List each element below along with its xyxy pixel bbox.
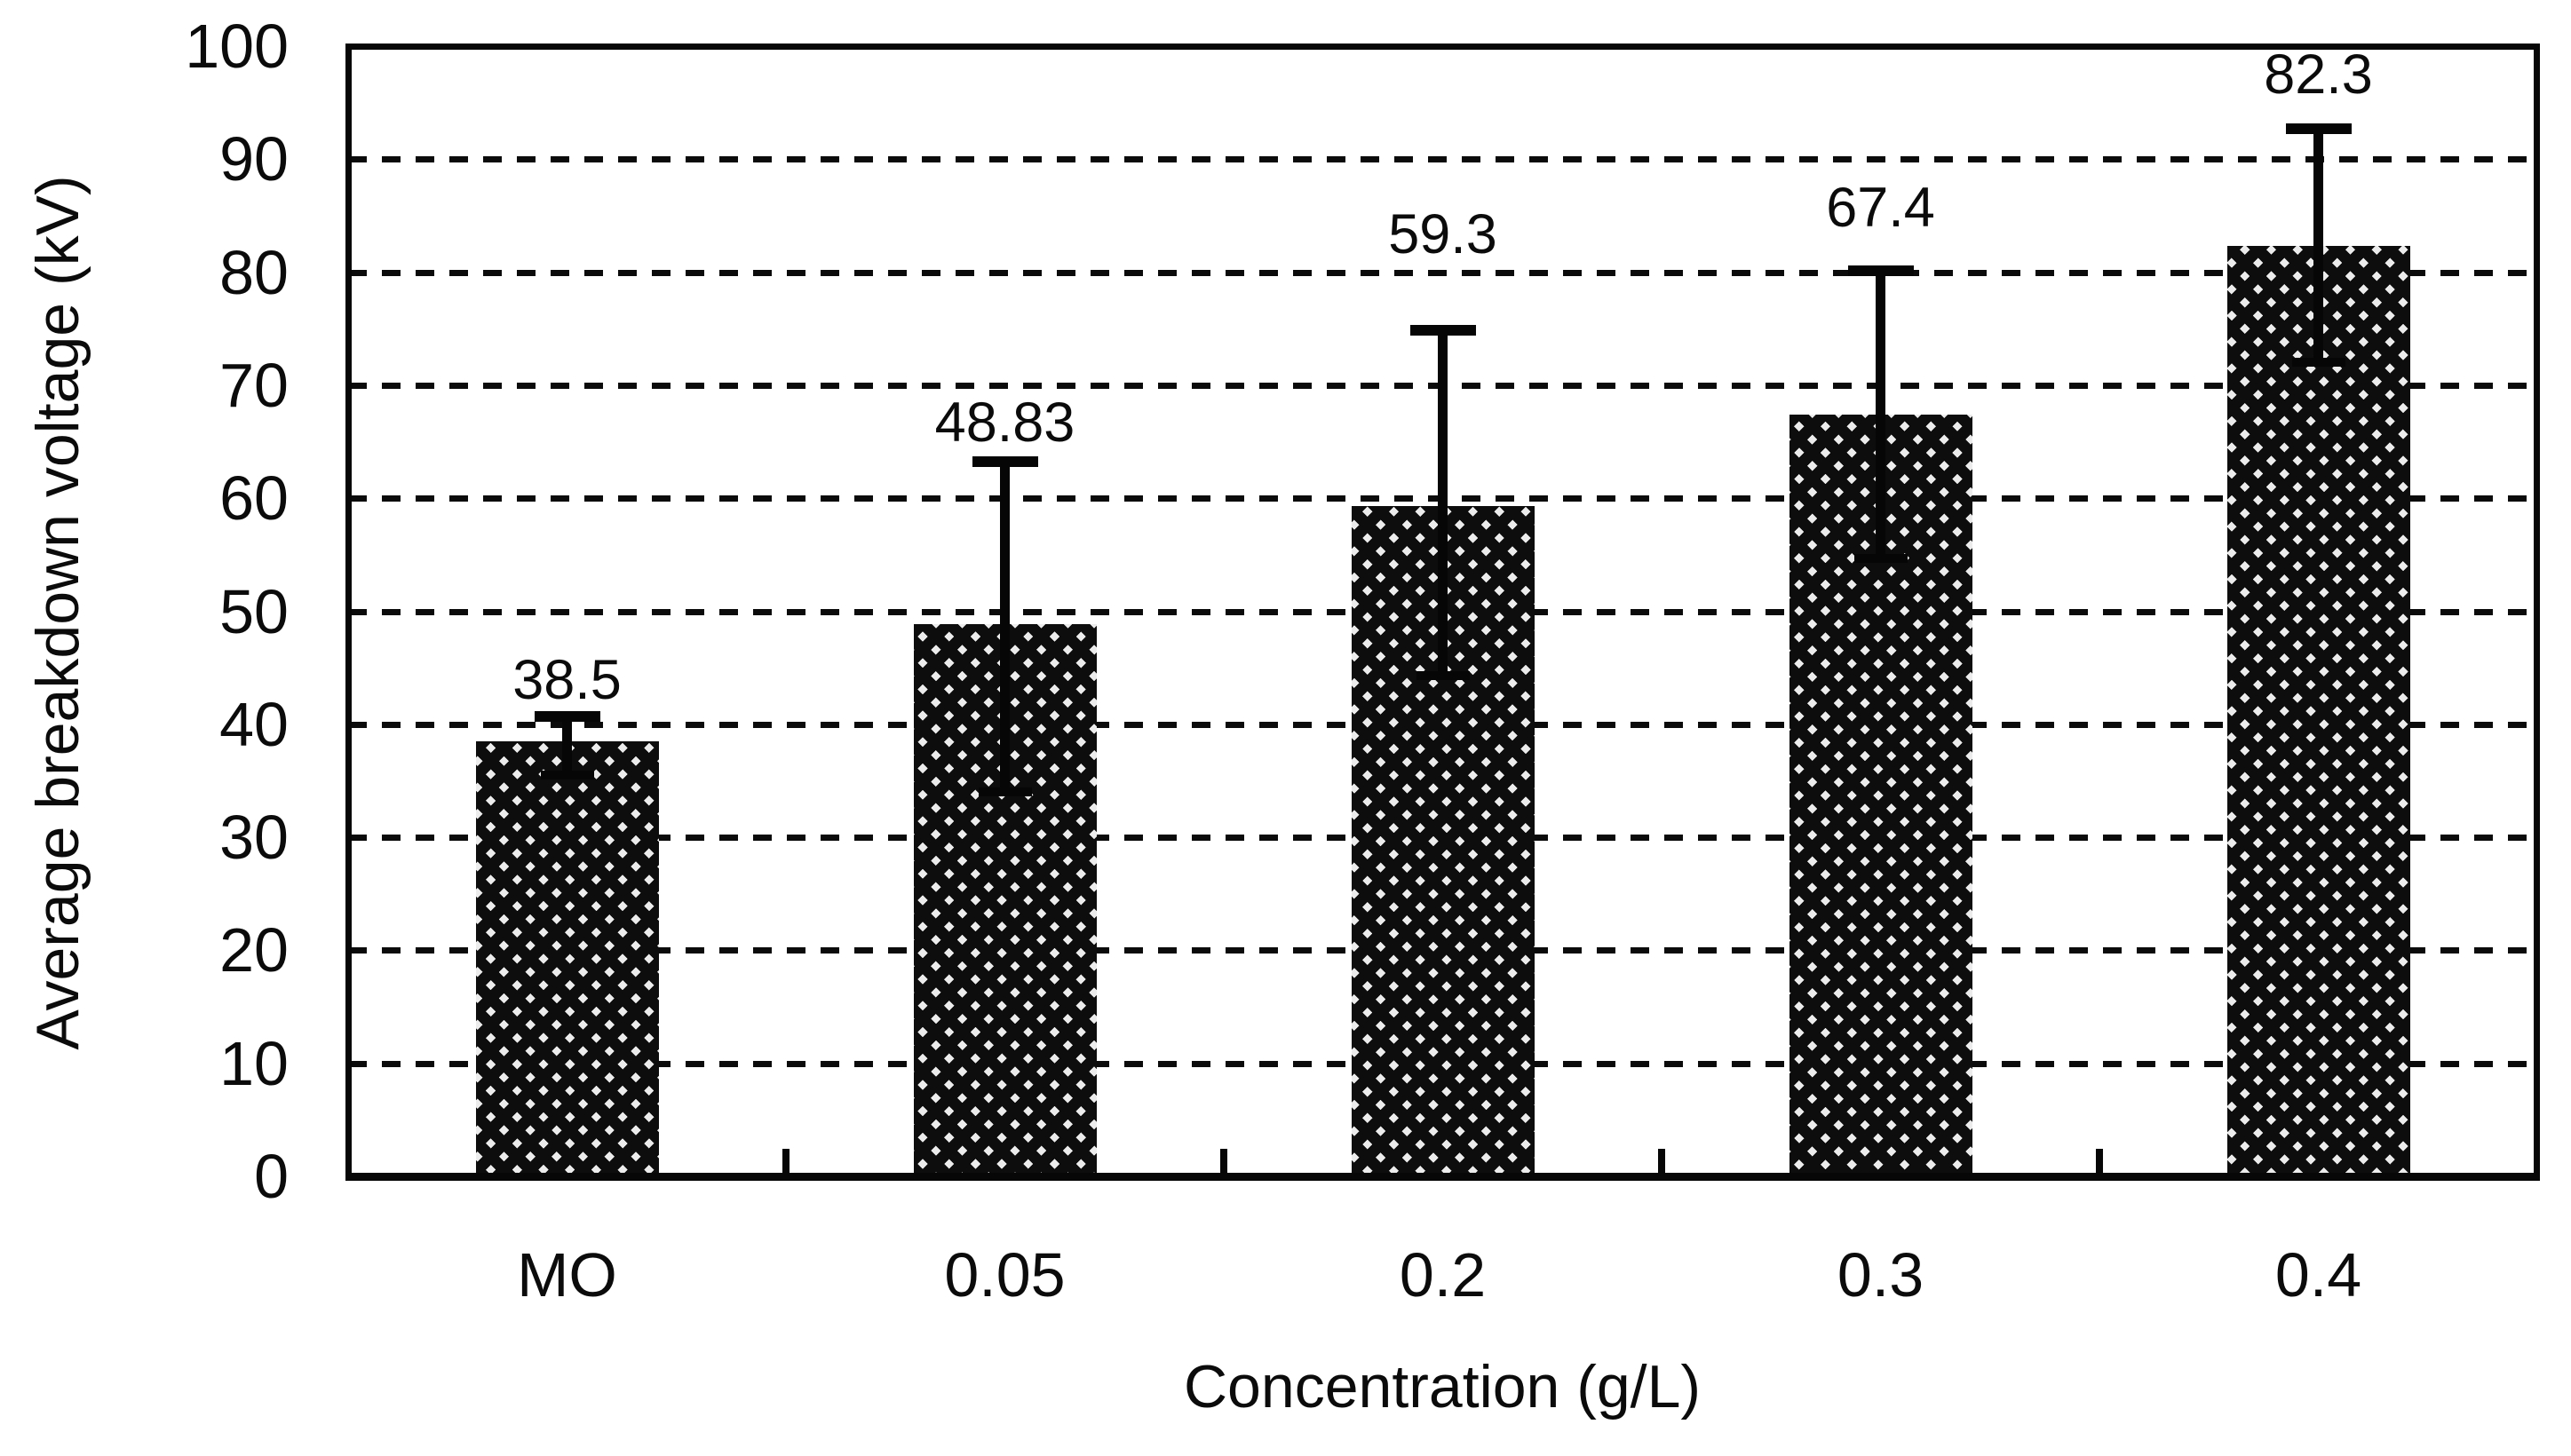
y-tick-label-0: 0 — [254, 1142, 289, 1211]
error-cap-bottom-MO — [540, 771, 594, 780]
bar-value-label-0.05: 48.83 — [934, 392, 1075, 455]
error-cap-top-0.4 — [2285, 123, 2352, 134]
x-axis-line — [345, 1173, 2540, 1181]
bar-0.4 — [2226, 246, 2410, 1176]
error-cap-bottom-0.3 — [1853, 553, 1908, 563]
x-tick-label-0.2: 0.2 — [1399, 1240, 1487, 1310]
y-tick-label-10: 10 — [219, 1028, 289, 1098]
y-tick-label-90: 90 — [219, 124, 289, 194]
y-tick-label-20: 20 — [219, 915, 289, 985]
y-tick-label-40: 40 — [219, 689, 289, 759]
error-cap-bottom-0.4 — [2291, 358, 2345, 368]
plot-border-top — [345, 44, 2540, 50]
error-bar-0.05 — [1000, 462, 1010, 793]
x-tick-label-MO: MO — [517, 1240, 617, 1310]
y-tick-label-80: 80 — [219, 237, 289, 307]
error-bar-0.3 — [1876, 271, 1885, 558]
error-cap-top-0.2 — [1409, 324, 1476, 336]
y-axis-title: Average breakdown voltage (kV) — [24, 175, 91, 1050]
x-tick-label-0.3: 0.3 — [1837, 1240, 1924, 1310]
error-bar-0.4 — [2313, 128, 2323, 363]
bar-value-label-MO: 38.5 — [512, 648, 622, 711]
gridline-90 — [348, 156, 2537, 163]
x-axis-title: Concentration (g/L) — [1183, 1353, 1702, 1420]
y-tick-label-60: 60 — [219, 463, 289, 534]
bar-MO — [475, 740, 659, 1176]
error-bar-MO — [562, 716, 572, 776]
x-axis-boundary-tick — [1658, 1149, 1665, 1173]
y-axis-line — [345, 44, 352, 1179]
error-cap-top-0.05 — [972, 456, 1038, 468]
plot-border-right — [2534, 44, 2540, 1179]
error-cap-bottom-0.2 — [1416, 671, 1470, 681]
gridline-80 — [348, 269, 2537, 276]
x-axis-boundary-tick — [1220, 1149, 1227, 1173]
bar-value-label-0.2: 59.3 — [1388, 202, 1497, 265]
y-tick-label-50: 50 — [219, 576, 289, 646]
x-tick-label-0.05: 0.05 — [944, 1240, 1066, 1310]
y-tick-label-70: 70 — [219, 350, 289, 420]
error-cap-top-MO — [534, 710, 600, 722]
x-tick-label-0.4: 0.4 — [2274, 1240, 2362, 1310]
x-axis-boundary-tick — [782, 1149, 790, 1173]
x-axis-boundary-tick — [2096, 1149, 2103, 1173]
y-tick-label-100: 100 — [185, 12, 289, 81]
y-tick-label-30: 30 — [219, 803, 289, 873]
bar-value-label-0.4: 82.3 — [2264, 43, 2373, 106]
error-cap-bottom-0.05 — [978, 787, 1032, 797]
plot-area: 38.5 48.83 59.3 67.4 82.3 — [345, 43, 2540, 1181]
error-cap-top-0.3 — [1847, 265, 1914, 277]
bar-value-label-0.3: 67.4 — [1826, 177, 1935, 240]
error-bar-0.2 — [1438, 329, 1448, 677]
